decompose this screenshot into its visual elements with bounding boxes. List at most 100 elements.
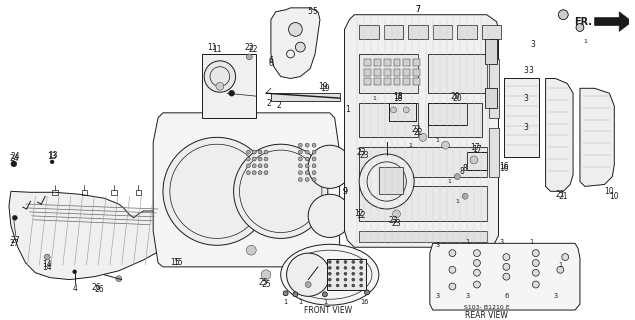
Text: 7: 7 [416, 5, 420, 14]
Text: 8: 8 [460, 167, 465, 176]
Circle shape [336, 272, 339, 275]
Bar [384, 78, 391, 85]
Text: 11: 11 [212, 44, 222, 53]
Circle shape [305, 171, 309, 175]
Bar [135, 190, 142, 195]
Circle shape [352, 272, 355, 275]
Circle shape [298, 150, 302, 154]
Bar [359, 54, 418, 93]
Text: 27: 27 [9, 239, 18, 248]
Text: 15: 15 [170, 259, 180, 268]
Circle shape [359, 154, 414, 209]
Circle shape [336, 260, 339, 263]
Text: 10: 10 [605, 187, 614, 196]
Circle shape [474, 281, 480, 288]
Circle shape [336, 266, 339, 269]
Text: 24: 24 [11, 153, 20, 162]
Text: 1: 1 [529, 239, 533, 245]
Text: 2: 2 [276, 101, 281, 110]
Text: 1: 1 [465, 239, 469, 245]
Bar [374, 69, 381, 76]
Circle shape [246, 164, 250, 168]
Circle shape [352, 260, 355, 263]
Text: 2: 2 [267, 99, 271, 108]
Circle shape [328, 278, 331, 281]
Text: 11: 11 [207, 43, 217, 52]
Bar [394, 78, 401, 85]
Circle shape [264, 150, 268, 154]
Circle shape [359, 260, 363, 263]
Text: 1: 1 [345, 105, 350, 114]
Circle shape [229, 90, 234, 96]
Bar [457, 25, 477, 39]
Circle shape [264, 164, 268, 168]
Bar [403, 69, 410, 76]
Circle shape [234, 144, 328, 238]
Circle shape [336, 284, 339, 287]
Text: 1: 1 [284, 299, 288, 305]
Circle shape [449, 266, 456, 273]
Bar [504, 78, 538, 157]
Circle shape [455, 174, 460, 180]
Circle shape [557, 266, 564, 273]
Bar [433, 25, 452, 39]
Bar [413, 78, 420, 85]
Text: 3: 3 [530, 40, 535, 49]
Circle shape [344, 260, 347, 263]
Text: 1: 1 [372, 96, 376, 100]
Circle shape [576, 24, 584, 31]
Text: 9: 9 [342, 187, 347, 196]
Text: 23: 23 [392, 219, 401, 228]
Circle shape [312, 178, 316, 181]
Circle shape [312, 157, 316, 161]
Circle shape [288, 23, 302, 36]
Circle shape [295, 42, 305, 52]
Circle shape [312, 171, 316, 175]
Bar [384, 69, 391, 76]
Circle shape [264, 171, 268, 175]
Circle shape [258, 150, 262, 154]
Text: 16: 16 [360, 299, 368, 305]
Text: 5: 5 [308, 7, 312, 16]
Text: 10: 10 [610, 192, 619, 201]
Bar [467, 152, 487, 170]
Bar [359, 147, 487, 177]
Circle shape [470, 156, 478, 164]
Polygon shape [430, 243, 580, 310]
Circle shape [11, 161, 17, 167]
Text: 20: 20 [451, 92, 460, 101]
Circle shape [474, 260, 480, 266]
Text: 19: 19 [318, 82, 328, 91]
Text: 18: 18 [394, 92, 403, 101]
Circle shape [328, 266, 331, 269]
Bar [485, 88, 497, 108]
Bar [374, 59, 381, 66]
Bar [485, 39, 497, 64]
Circle shape [298, 171, 302, 175]
Text: 16: 16 [500, 164, 509, 173]
Circle shape [258, 171, 262, 175]
Circle shape [44, 254, 50, 260]
Text: S103- B1210 E: S103- B1210 E [464, 305, 509, 309]
Text: 26: 26 [91, 283, 101, 292]
Circle shape [449, 283, 456, 290]
Text: 23: 23 [389, 216, 398, 225]
Circle shape [462, 193, 468, 199]
Text: REAR VIEW: REAR VIEW [465, 311, 508, 320]
Bar [111, 190, 117, 195]
Text: 3: 3 [523, 66, 528, 75]
Ellipse shape [281, 244, 379, 305]
Polygon shape [580, 88, 614, 187]
Bar [403, 59, 410, 66]
Text: 6: 6 [269, 56, 273, 65]
Circle shape [336, 278, 339, 281]
Text: 19: 19 [320, 84, 330, 93]
Text: FRONT VIEW: FRONT VIEW [304, 306, 352, 315]
Text: 9: 9 [342, 187, 347, 196]
Polygon shape [594, 12, 632, 31]
Circle shape [352, 266, 355, 269]
Circle shape [163, 137, 271, 245]
Circle shape [305, 143, 309, 147]
Text: 14: 14 [43, 260, 52, 269]
Bar [359, 25, 379, 39]
